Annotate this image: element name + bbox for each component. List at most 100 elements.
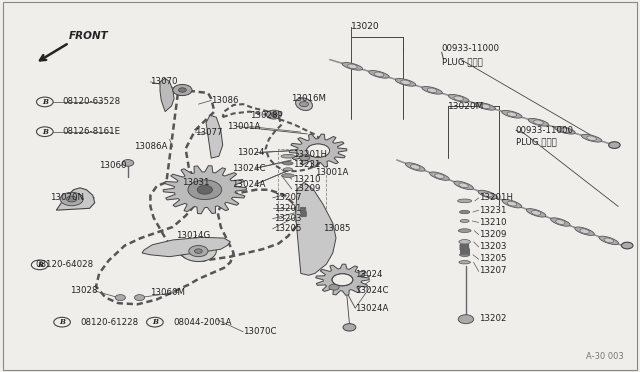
Ellipse shape <box>528 118 548 126</box>
Circle shape <box>122 160 134 166</box>
Ellipse shape <box>460 211 470 214</box>
Ellipse shape <box>502 110 522 118</box>
Circle shape <box>300 155 310 161</box>
Text: 13231: 13231 <box>479 206 506 215</box>
Ellipse shape <box>555 126 575 134</box>
Text: PLUG プラグ: PLUG プラグ <box>442 57 483 66</box>
Text: 00933-11000: 00933-11000 <box>442 44 500 53</box>
Ellipse shape <box>281 154 295 158</box>
Ellipse shape <box>284 168 292 171</box>
Ellipse shape <box>458 229 471 232</box>
Text: 13024A: 13024A <box>355 304 388 312</box>
Text: 13070: 13070 <box>150 77 178 86</box>
Text: 13028: 13028 <box>70 286 98 295</box>
Text: 13014G: 13014G <box>176 231 211 240</box>
Text: 13231: 13231 <box>293 160 321 169</box>
Ellipse shape <box>422 86 442 94</box>
Circle shape <box>115 295 125 301</box>
Ellipse shape <box>454 181 474 190</box>
Circle shape <box>338 277 348 283</box>
Ellipse shape <box>531 211 541 215</box>
Text: 13201: 13201 <box>274 204 301 213</box>
Circle shape <box>134 295 145 301</box>
Text: 08126-8161E: 08126-8161E <box>63 127 121 136</box>
Circle shape <box>36 97 53 107</box>
Polygon shape <box>160 78 174 112</box>
Circle shape <box>180 241 216 262</box>
Circle shape <box>173 84 192 96</box>
Text: A-30 003: A-30 003 <box>586 352 624 361</box>
Circle shape <box>36 127 53 137</box>
Text: 13031: 13031 <box>182 178 210 187</box>
Text: 13024: 13024 <box>237 148 264 157</box>
Text: 13020: 13020 <box>351 22 380 31</box>
Ellipse shape <box>483 192 493 197</box>
Ellipse shape <box>435 174 444 179</box>
Polygon shape <box>206 115 223 158</box>
Text: 08120-61228: 08120-61228 <box>81 318 139 327</box>
Text: 13207: 13207 <box>274 193 301 202</box>
Circle shape <box>60 192 83 206</box>
Ellipse shape <box>369 71 389 78</box>
Circle shape <box>147 317 163 327</box>
Text: 13024: 13024 <box>355 270 383 279</box>
Ellipse shape <box>556 219 565 224</box>
Text: 13205: 13205 <box>274 224 301 233</box>
Ellipse shape <box>527 209 546 217</box>
Circle shape <box>609 142 620 148</box>
Ellipse shape <box>508 201 516 206</box>
Text: B: B <box>152 318 158 326</box>
Ellipse shape <box>454 96 463 100</box>
Text: 13085: 13085 <box>323 224 351 233</box>
Ellipse shape <box>581 134 602 142</box>
Ellipse shape <box>580 229 589 234</box>
Ellipse shape <box>478 190 497 199</box>
Circle shape <box>67 196 77 202</box>
Text: 00933-11000: 00933-11000 <box>516 126 574 135</box>
Polygon shape <box>289 134 347 167</box>
Ellipse shape <box>342 62 363 70</box>
Circle shape <box>329 284 339 290</box>
Circle shape <box>197 185 212 194</box>
Text: 13060M: 13060M <box>150 288 186 296</box>
Ellipse shape <box>348 64 357 69</box>
Ellipse shape <box>575 227 595 235</box>
Text: 13060: 13060 <box>99 161 127 170</box>
Text: 13024C: 13024C <box>355 286 388 295</box>
Text: 13201H: 13201H <box>479 193 513 202</box>
Circle shape <box>195 249 202 253</box>
Circle shape <box>300 102 308 107</box>
Text: 08120-64028: 08120-64028 <box>35 260 93 269</box>
Text: 13201H: 13201H <box>293 150 327 159</box>
Ellipse shape <box>507 112 516 116</box>
Circle shape <box>458 315 474 324</box>
Text: 13024C: 13024C <box>232 164 265 173</box>
Circle shape <box>313 148 323 154</box>
Text: FRONT: FRONT <box>69 31 109 41</box>
Text: 13086: 13086 <box>211 96 239 105</box>
Ellipse shape <box>534 120 543 125</box>
Ellipse shape <box>560 128 570 132</box>
Circle shape <box>332 274 353 286</box>
Ellipse shape <box>406 163 425 171</box>
Ellipse shape <box>283 161 293 165</box>
Text: 08044-2001A: 08044-2001A <box>173 318 232 327</box>
Text: 13210: 13210 <box>479 218 506 227</box>
Ellipse shape <box>604 238 614 243</box>
Ellipse shape <box>459 260 470 264</box>
Text: 13020M: 13020M <box>448 102 484 110</box>
Ellipse shape <box>459 240 470 244</box>
Circle shape <box>307 144 330 157</box>
Text: 13001A: 13001A <box>227 122 260 131</box>
Text: PLUG プラグ: PLUG プラグ <box>516 138 557 147</box>
Ellipse shape <box>587 136 596 141</box>
Ellipse shape <box>458 199 472 203</box>
Text: 13209: 13209 <box>293 185 321 193</box>
Text: 13077: 13077 <box>195 128 223 137</box>
Text: 13070N: 13070N <box>50 193 84 202</box>
Text: 13202: 13202 <box>479 314 506 323</box>
Ellipse shape <box>599 236 618 245</box>
Circle shape <box>31 260 48 270</box>
Ellipse shape <box>502 199 522 208</box>
Ellipse shape <box>449 94 469 102</box>
